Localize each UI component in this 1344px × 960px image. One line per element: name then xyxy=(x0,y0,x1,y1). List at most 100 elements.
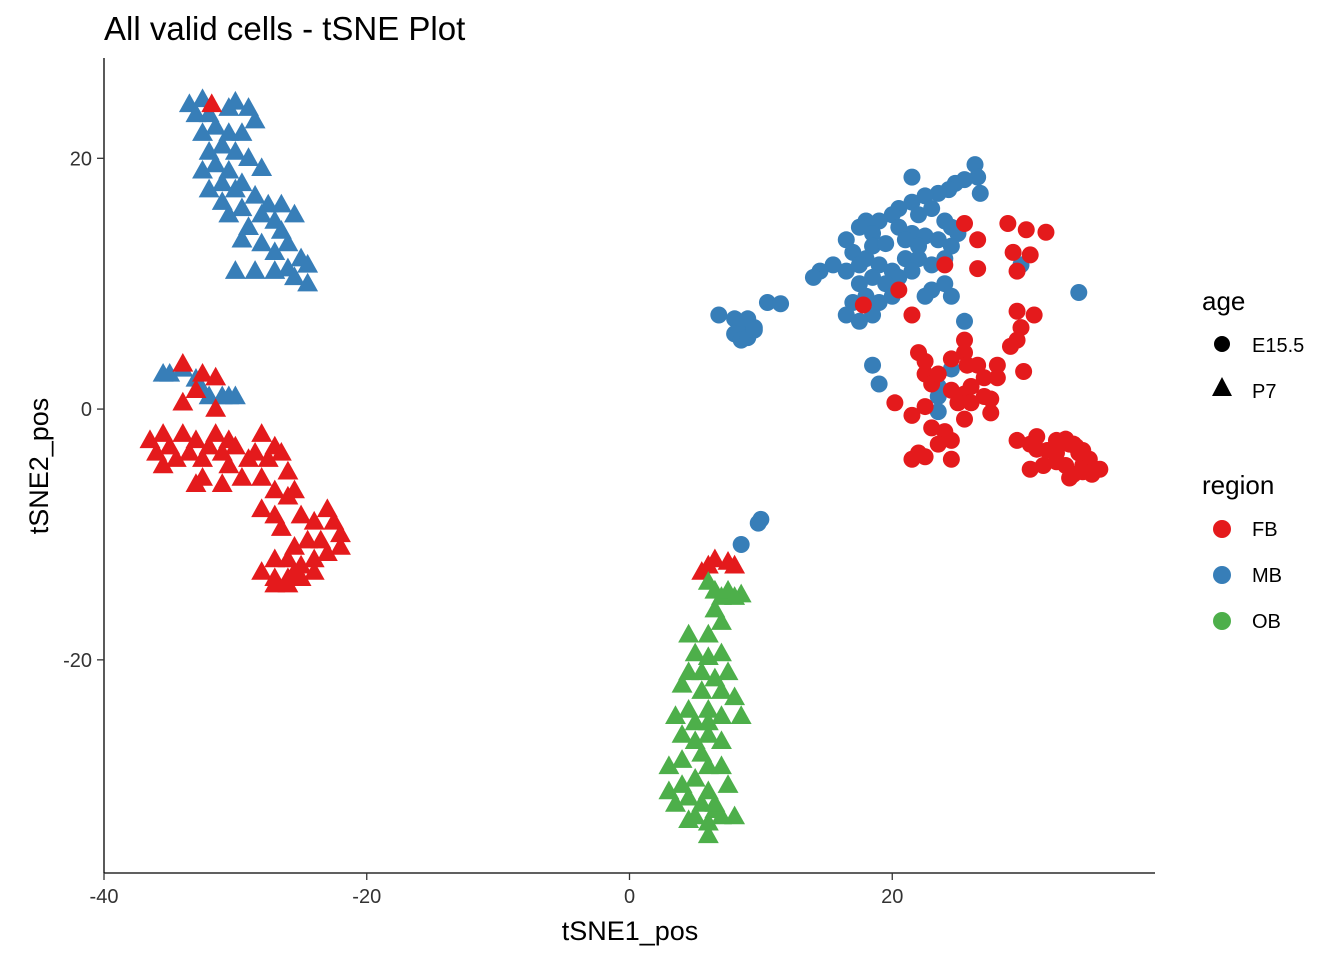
data-point-fb-e155 xyxy=(969,260,987,278)
data-point-ob-p7 xyxy=(658,780,680,800)
data-point-fb-p7 xyxy=(192,467,213,486)
data-point-fb-p7 xyxy=(172,423,194,442)
data-point-fb-p7 xyxy=(251,423,273,442)
data-point-fb-e155 xyxy=(962,378,980,396)
legend-age-title: age xyxy=(1202,286,1245,316)
data-point-fb-p7 xyxy=(192,448,213,467)
data-point-fb-p7 xyxy=(211,473,233,493)
y-axis-ticks: -20 0 20 xyxy=(63,148,104,672)
data-point-fb-p7 xyxy=(284,479,305,499)
data-point-mb-e155 xyxy=(870,294,888,311)
data-point-mb-p7 xyxy=(224,260,246,279)
data-point-fb-e155 xyxy=(942,431,960,449)
data-point-mb-e155 xyxy=(850,312,868,330)
legend-region-mb-label: MB xyxy=(1252,565,1282,587)
data-point-fb-p7 xyxy=(284,536,305,555)
data-point-mb-e155 xyxy=(883,206,901,224)
data-point-fb-e155 xyxy=(1021,246,1039,264)
data-point-mb-e155 xyxy=(903,262,921,280)
data-point-mb-p7 xyxy=(251,157,273,177)
data-point-ob-p7 xyxy=(678,661,700,681)
data-point-ob-p7 xyxy=(730,705,752,724)
data-point-mb-e155 xyxy=(903,193,921,211)
data-point-mb-e155 xyxy=(956,312,974,330)
data-point-ob-p7 xyxy=(691,742,713,762)
data-point-mb-p7 xyxy=(251,232,273,252)
data-point-fb-p7 xyxy=(251,467,273,486)
data-point-ob-p7 xyxy=(665,705,686,724)
data-point-fb-e155 xyxy=(1070,444,1088,462)
data-point-ob-p7 xyxy=(711,680,732,699)
data-point-ob-p7 xyxy=(678,623,700,643)
data-point-mb-p7 xyxy=(244,260,266,279)
y-tick-label: 0 xyxy=(81,399,92,421)
data-point-fb-p7 xyxy=(264,504,286,524)
data-point-fb-p7 xyxy=(264,573,286,593)
data-point-mb-p7 xyxy=(231,122,253,141)
data-point-fb-e155 xyxy=(969,231,987,249)
data-point-fb-e155 xyxy=(1047,453,1065,471)
data-point-mb-e155 xyxy=(916,287,934,305)
data-point-mb-e155 xyxy=(903,168,921,186)
data-point-mb-e155 xyxy=(971,184,989,202)
data-point-fb-p7 xyxy=(152,423,174,442)
data-point-mb-p7 xyxy=(238,97,259,116)
data-point-fb-e155 xyxy=(956,215,974,233)
data-point-fb-e155 xyxy=(1004,243,1022,261)
data-point-fb-e155 xyxy=(969,356,987,374)
data-point-fb-e155 xyxy=(942,350,960,368)
data-point-mb-e155 xyxy=(896,231,914,249)
data-point-fb-e155 xyxy=(988,369,1006,387)
data-point-ob-p7 xyxy=(724,805,746,825)
data-point-ob-p7 xyxy=(671,749,693,768)
data-point-mb-p7 xyxy=(231,228,253,248)
data-point-fb-p7 xyxy=(172,352,194,372)
data-point-mb-p7 xyxy=(231,197,253,217)
data-point-fb-p7 xyxy=(139,429,161,449)
data-point-fb-p7 xyxy=(297,529,319,549)
data-point-mb-p7 xyxy=(198,103,220,123)
x-axis-title: tSNE1_pos xyxy=(562,916,699,946)
data-point-fb-e155 xyxy=(903,306,921,324)
data-point-fb-p7 xyxy=(264,548,286,568)
data-point-mb-e155 xyxy=(870,256,888,274)
data-point-mb-e155 xyxy=(804,268,822,286)
data-point-fb-e155 xyxy=(890,281,908,299)
data-point-ob-p7 xyxy=(678,809,700,829)
data-point-fb-e155 xyxy=(1025,306,1043,324)
plot-area xyxy=(139,88,1109,844)
data-point-ob-p7 xyxy=(697,780,719,800)
data-point-fb-e155 xyxy=(942,450,960,468)
data-point-mb-e155 xyxy=(837,262,855,280)
data-point-mb-e155 xyxy=(890,268,908,286)
x-tick-label: 0 xyxy=(624,886,635,908)
data-point-fb-e155 xyxy=(949,394,967,412)
data-point-mb-e155 xyxy=(910,237,928,255)
data-point-fb-e155 xyxy=(1001,337,1019,355)
data-point-fb-e155 xyxy=(1091,460,1109,478)
data-point-fb-p7 xyxy=(192,362,213,382)
data-point-ob-p7 xyxy=(678,699,700,718)
legend: age E15.5 P7 region FB MB OB xyxy=(1202,286,1304,633)
data-point-mb-p7 xyxy=(192,159,213,179)
data-point-fb-e155 xyxy=(988,356,1006,374)
data-point-ob-p7 xyxy=(730,583,752,603)
data-point-mb-p7 xyxy=(205,153,227,173)
data-point-fb-p7 xyxy=(146,441,167,461)
legend-region-mb-swatch xyxy=(1213,566,1231,584)
chart-title: All valid cells - tSNE Plot xyxy=(104,10,465,47)
data-point-ob-p7 xyxy=(711,611,732,630)
data-point-mb-e155 xyxy=(910,206,928,224)
data-point-mb-p7 xyxy=(192,122,213,141)
data-point-mb-e155 xyxy=(864,237,882,255)
data-point-mb-p7 xyxy=(264,241,286,261)
data-point-mb-p7 xyxy=(224,90,246,110)
y-axis-title: tSNE2_pos xyxy=(24,398,54,535)
data-point-fb-p7 xyxy=(310,529,332,549)
data-point-mb-p7 xyxy=(224,141,246,160)
data-point-fb-e155 xyxy=(975,369,993,387)
data-point-fb-p7 xyxy=(205,423,227,442)
data-point-mb-p7 xyxy=(297,253,319,273)
data-point-ob-p7 xyxy=(684,642,706,662)
data-point-mb-e155 xyxy=(923,256,941,274)
